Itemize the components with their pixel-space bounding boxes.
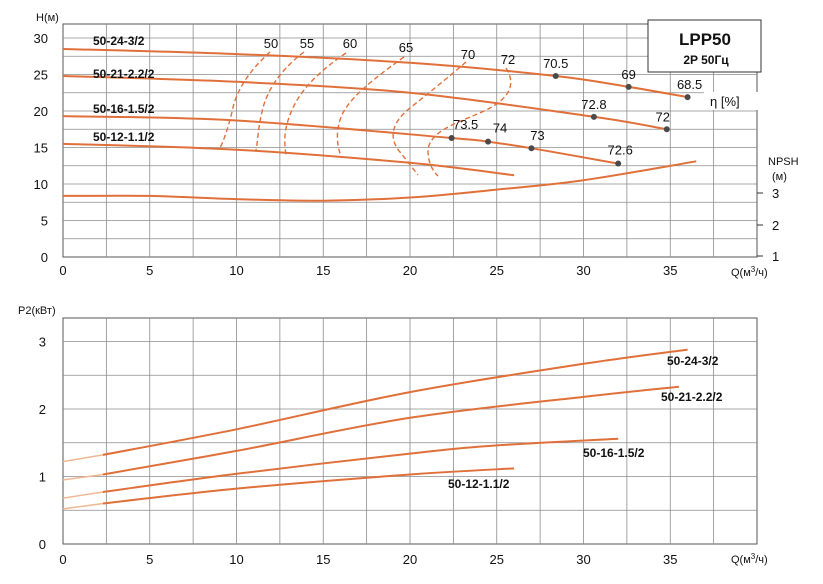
power-y-axis-label: P2(кВт) [18, 305, 56, 317]
power-curve-50-12-1-1-2 [102, 467, 515, 505]
legend-title-box [647, 19, 762, 73]
power-y-tick-label: 2 [39, 402, 46, 417]
efficiency-point [448, 135, 455, 142]
power-series-label: 50-21-2.2/2 [661, 390, 723, 404]
efficiency-point-label: 72 [656, 109, 670, 124]
npsh-tick-label: 1 [772, 249, 779, 264]
head-series-label: 50-12-1.1/2 [93, 130, 155, 144]
power-curve-extension [62, 491, 104, 499]
efficiency-contour-label: 70 [461, 47, 475, 62]
efficiency-point [663, 126, 670, 133]
power-y-tick-label: 1 [39, 470, 46, 485]
head-y-tick-label: 10 [34, 177, 48, 192]
npsh-tick-label: 2 [772, 218, 779, 233]
chart-subtitle: 2P 50Гц [683, 53, 729, 67]
head-y-tick-label: 0 [41, 250, 48, 265]
chart-title: LPP50 [679, 30, 731, 49]
efficiency-point-label: 72.6 [608, 143, 633, 158]
head-x-tick-label: 25 [490, 263, 504, 278]
head-x-tick-label: 20 [403, 263, 417, 278]
efficiency-point [615, 160, 622, 167]
efficiency-point-label: 73.5 [453, 117, 478, 132]
head-series-label: 50-24-3/2 [93, 34, 145, 48]
head-x-axis-label: Q(м3/ч) [731, 265, 768, 279]
power-y-tick-label: 3 [39, 335, 46, 350]
efficiency-point [528, 145, 535, 152]
head-x-tick-label: 35 [663, 263, 677, 278]
power-y-tick-label: 0 [39, 537, 46, 552]
efficiency-contour-label: 55 [300, 36, 314, 51]
efficiency-point [590, 113, 597, 120]
efficiency-contour-label: 65 [399, 40, 413, 55]
efficiency-point-label: 69 [621, 67, 635, 82]
head-x-tick-label: 5 [146, 263, 153, 278]
head-x-tick-label: 0 [59, 263, 66, 278]
efficiency-point [684, 94, 691, 101]
power-x-tick-label: 35 [663, 552, 677, 567]
head-x-tick-label: 10 [229, 263, 243, 278]
eta-label-bg [704, 92, 759, 110]
head-y-tick-label: 5 [41, 214, 48, 229]
head-series-label: 50-16-1.5/2 [93, 102, 155, 116]
efficiency-contour-label: 60 [343, 36, 357, 51]
power-x-axis-label: Q(м3/ч) [731, 552, 768, 566]
efficiency-point [485, 138, 492, 145]
npsh-tick-label: 3 [772, 186, 779, 201]
power-x-tick-label: 5 [146, 552, 153, 567]
power-series-label: 50-12-1.1/2 [448, 477, 510, 491]
power-curve-extension [62, 473, 104, 481]
head-y-tick-label: 25 [34, 68, 48, 83]
efficiency-point-label: 68.5 [677, 77, 702, 92]
power-series-label: 50-24-3/2 [667, 354, 719, 368]
efficiency-point-label: 74 [493, 121, 507, 136]
efficiency-point-label: 70.5 [543, 56, 568, 71]
npsh-axis-unit: (м) [772, 171, 787, 183]
npsh-axis-label: NPSH [768, 156, 799, 168]
efficiency-point [625, 83, 632, 90]
head-y-axis-label: H(м) [36, 12, 59, 24]
efficiency-contour-line [219, 51, 271, 149]
power-curve-extension [62, 454, 104, 463]
efficiency-contour-line [255, 51, 305, 151]
efficiency-contour-label: 72 [501, 52, 515, 67]
power-series-label: 50-16-1.5/2 [583, 446, 645, 460]
npsh-curve [62, 160, 697, 202]
power-curve-50-24-3-2 [102, 348, 688, 456]
efficiency-contour-line [284, 52, 347, 156]
efficiency-contour-line [427, 67, 512, 177]
power-x-tick-label: 25 [490, 552, 504, 567]
head-y-tick-label: 30 [34, 31, 48, 46]
efficiency-point [552, 72, 559, 79]
power-curve-50-21-2-2-2 [102, 385, 680, 476]
head-x-tick-label: 30 [576, 263, 590, 278]
head-chart: 0 5 10 15 20 25 30 35 0 5 10 15 20 25 30 H(м) 50 55 60 65 70… [34, 12, 799, 278]
power-x-tick-label: 10 [229, 552, 243, 567]
head-y-tick-label: 15 [34, 141, 48, 156]
power-x-tick-label: 20 [403, 552, 417, 567]
head-y-tick-label: 20 [34, 104, 48, 119]
head-series-label: 50-21-2.2/2 [93, 67, 155, 81]
head-curve-50-12-1-1-2 [62, 142, 515, 177]
power-curve-extension [62, 502, 104, 510]
head-x-tick-label: 15 [316, 263, 330, 278]
efficiency-point-label: 72.8 [581, 97, 606, 112]
power-x-tick-label: 0 [59, 552, 66, 567]
efficiency-point-label: 73 [530, 128, 544, 143]
power-curve-50-16-1-5-2 [102, 437, 619, 493]
efficiency-contour-label: 50 [264, 36, 278, 51]
power-chart: 0 5 10 15 20 25 30 35 0 1 2 3 P2(кВт) 50-24-3/2 50-21-… [18, 305, 758, 567]
power-x-tick-label: 15 [316, 552, 330, 567]
efficiency-contour-line [336, 56, 405, 159]
efficiency-contour-line [392, 61, 467, 176]
power-x-tick-label: 30 [576, 552, 590, 567]
efficiency-axis-label: η [%] [710, 94, 740, 109]
